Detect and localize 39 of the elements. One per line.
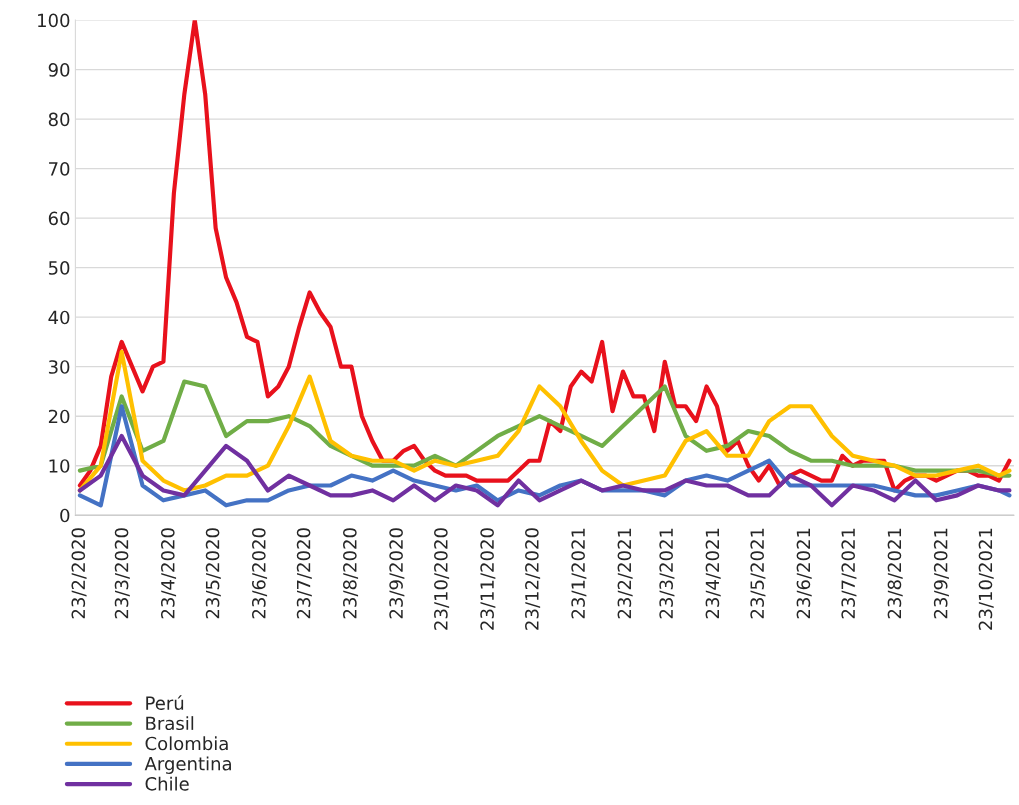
y-tick-label: 70 xyxy=(49,162,70,176)
x-tick-label: 23/8/2021 xyxy=(887,528,903,619)
y-tick-label: 80 xyxy=(48,112,70,127)
y-tick-label: 40 xyxy=(48,310,70,325)
x-tick-label: 23/6/2020 xyxy=(252,528,268,619)
line-series xyxy=(77,433,1012,508)
legend-label: Chile xyxy=(145,776,189,791)
x-tick-label: 23/7/2020 xyxy=(296,528,312,619)
x-tick-label: 23/12/2020 xyxy=(525,528,541,630)
legend-label: Brasil xyxy=(146,716,194,731)
y-tick-label: 20 xyxy=(48,409,70,424)
x-tick-label: 23/8/2020 xyxy=(343,528,359,619)
legend-label: Perú xyxy=(146,695,184,710)
legend-label: Argentina xyxy=(144,756,231,774)
x-tick-label: 23/4/2020 xyxy=(160,528,177,619)
x-tick-label: 23/10/2021 xyxy=(978,528,994,630)
y-tick-label: 10 xyxy=(49,459,70,473)
x-tick-label: 23/5/2020 xyxy=(205,528,221,619)
x-tick-label: 23/2/2021 xyxy=(617,528,633,619)
x-tick-label: 23/10/2020 xyxy=(434,528,450,630)
x-tick-label: 23/4/2021 xyxy=(705,528,721,619)
x-tick-label: 23/5/2021 xyxy=(750,528,766,619)
y-tick-label: 30 xyxy=(48,360,70,374)
x-tick-label: 23/9/2020 xyxy=(389,528,405,619)
line-series xyxy=(77,349,1012,493)
x-tick-label: 23/11/2020 xyxy=(480,528,496,630)
x-tick-label: 23/2/2020 xyxy=(71,528,87,619)
y-tick-label: 100 xyxy=(38,13,70,28)
y-tick-label: 50 xyxy=(48,261,70,275)
y-tick-label: 90 xyxy=(48,63,70,77)
x-tick-label: 23/7/2021 xyxy=(841,528,857,619)
x-tick-label: 23/9/2021 xyxy=(933,528,949,619)
x-tick-label: 23/6/2021 xyxy=(796,528,812,619)
x-tick-label: 23/3/2021 xyxy=(659,528,675,619)
x-tick-label: 23/1/2021 xyxy=(571,528,587,619)
y-tick-label: 0 xyxy=(60,508,70,523)
legend-label: Colombia xyxy=(145,736,228,751)
y-tick-label: 60 xyxy=(48,211,70,226)
x-tick-label: 23/3/2020 xyxy=(114,528,130,619)
